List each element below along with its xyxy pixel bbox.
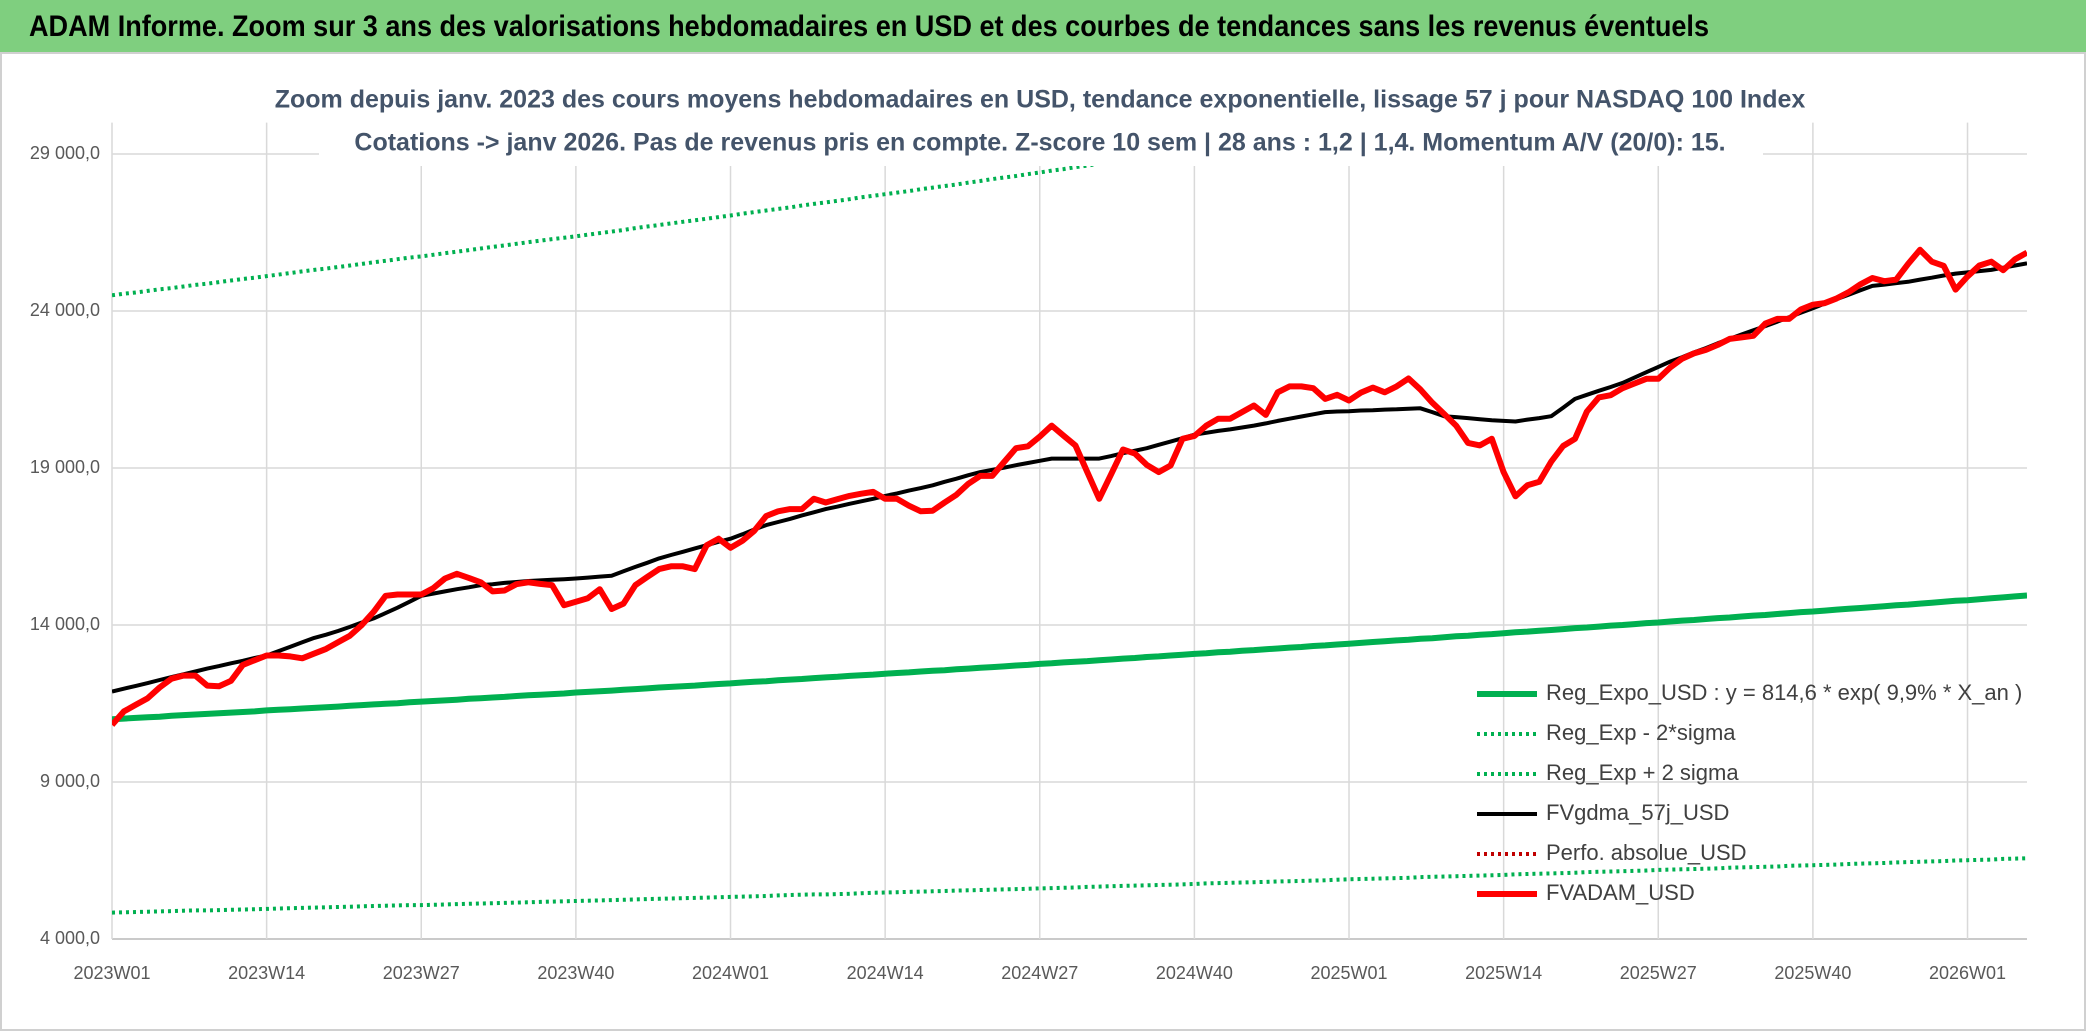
series-line bbox=[112, 592, 2027, 723]
y-tick-label: 29 000,0 bbox=[30, 143, 100, 163]
legend-label: Reg_Expo_USD : y = 814,6 * exp( 9,9% * X… bbox=[1546, 680, 2022, 705]
y-tick-label: 9 000,0 bbox=[40, 771, 100, 791]
legend-label: FVADAM_USD bbox=[1546, 880, 1695, 905]
x-tick-label: 2025W14 bbox=[1465, 963, 1542, 983]
frame bbox=[0, 52, 2086, 1031]
chart-title: ADAM Informe. Zoom sur 3 ans des valoris… bbox=[29, 10, 1709, 43]
legend-label: FVgdma_57j_USD bbox=[1546, 800, 1729, 825]
x-tick-label: 2025W27 bbox=[1620, 963, 1697, 983]
x-tick-label: 2024W27 bbox=[1001, 963, 1078, 983]
x-tick-label: 2025W40 bbox=[1774, 963, 1851, 983]
series-line bbox=[112, 246, 2027, 727]
y-tick-label: 14 000,0 bbox=[30, 614, 100, 634]
legend-label: Perfo. absolue_USD bbox=[1546, 840, 1747, 865]
x-tick-label: 2025W01 bbox=[1310, 963, 1387, 983]
subtitle-box bbox=[319, 82, 1763, 166]
legend-label: Reg_Exp + 2 sigma bbox=[1546, 760, 1739, 785]
x-tick-label: 2023W01 bbox=[73, 963, 150, 983]
legend-label: Reg_Exp - 2*sigma bbox=[1546, 720, 1736, 745]
x-tick-label: 2024W40 bbox=[1156, 963, 1233, 983]
x-tick-label: 2023W40 bbox=[537, 963, 614, 983]
y-tick-label: 19 000,0 bbox=[30, 457, 100, 477]
header-bar bbox=[0, 0, 2086, 53]
x-tick-label: 2024W01 bbox=[692, 963, 769, 983]
subtitle: Zoom depuis janv. 2023 des cours moyens … bbox=[275, 86, 1806, 114]
series-line bbox=[112, 856, 2027, 915]
x-tick-label: 2026W01 bbox=[1929, 963, 2006, 983]
x-tick-label: 2023W27 bbox=[383, 963, 460, 983]
x-tick-label: 2023W14 bbox=[228, 963, 305, 983]
series-line bbox=[112, 261, 2027, 694]
x-tick-label: 2024W14 bbox=[847, 963, 924, 983]
subtitle: Cotations -> janv 2026. Pas de revenus p… bbox=[354, 129, 1725, 157]
y-tick-label: 4 000,0 bbox=[40, 928, 100, 948]
y-tick-label: 24 000,0 bbox=[30, 300, 100, 320]
